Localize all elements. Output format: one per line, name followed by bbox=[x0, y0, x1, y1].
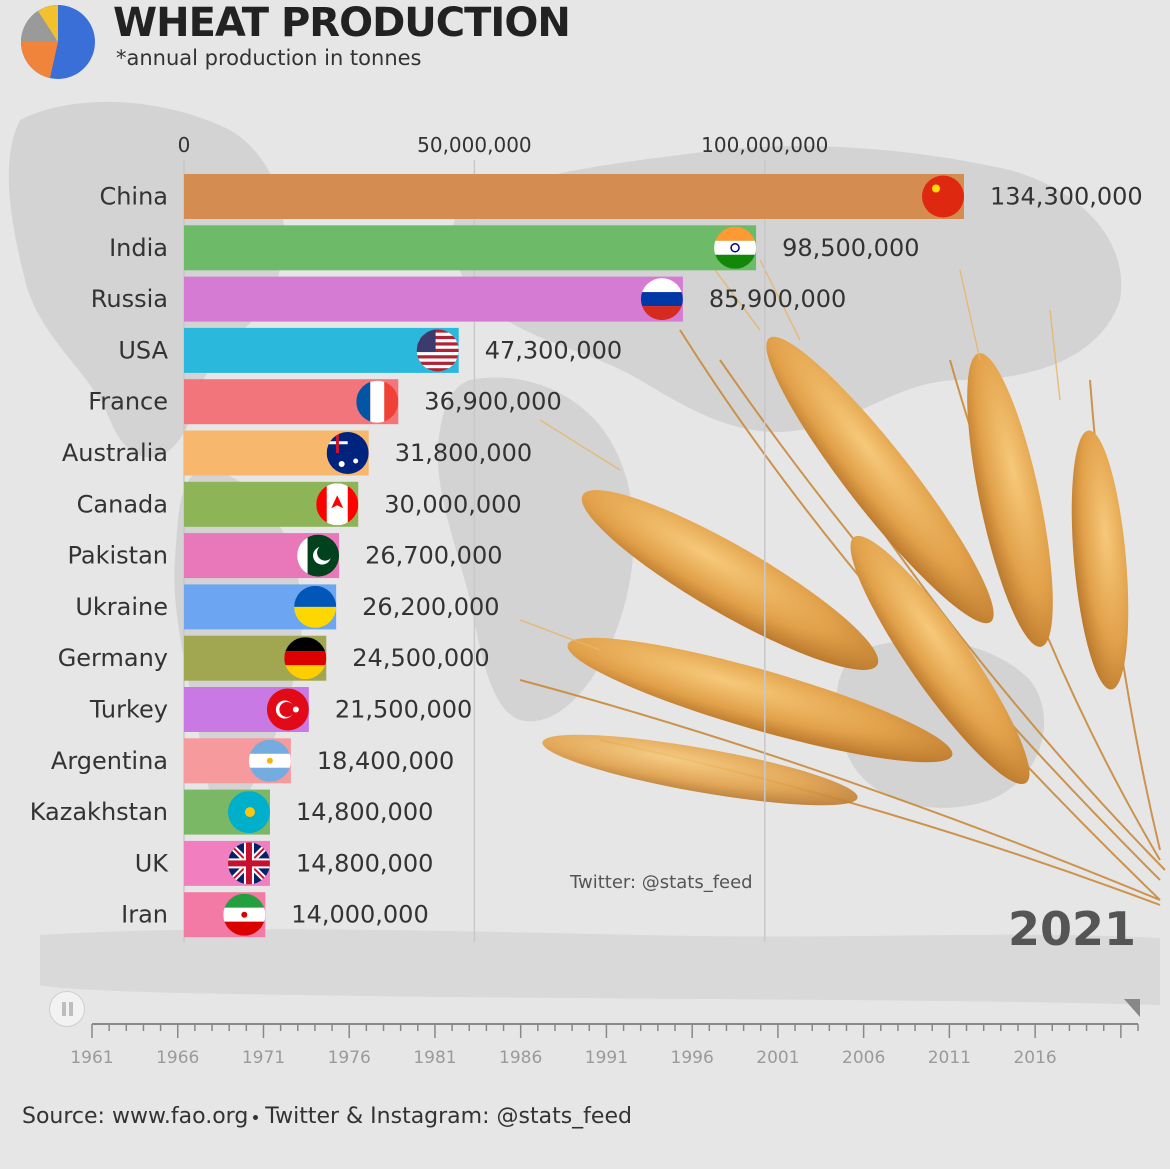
bar-group-canada: Canada 30,000,000 bbox=[77, 481, 522, 527]
argentina-flag-icon bbox=[248, 739, 291, 782]
pie-logo-icon bbox=[21, 5, 95, 79]
timeline-tick-label: 1971 bbox=[242, 1048, 285, 1068]
category-label: Germany bbox=[58, 644, 168, 672]
bar-group-russia: Russia 85,900,000 bbox=[91, 276, 846, 322]
bar-group-germany: Germany 24,500,000 bbox=[58, 635, 490, 681]
value-label: 18,400,000 bbox=[317, 747, 454, 775]
category-label: Pakistan bbox=[68, 542, 169, 570]
category-label: Kazakhstan bbox=[30, 798, 168, 826]
timeline-handle[interactable] bbox=[1124, 999, 1140, 1017]
uk-flag-icon bbox=[227, 842, 270, 885]
russia-flag-icon bbox=[640, 278, 683, 321]
x-tick-label: 50,000,000 bbox=[417, 133, 532, 157]
timeline-tick-label: 1961 bbox=[70, 1048, 113, 1068]
category-label: USA bbox=[118, 336, 168, 364]
bar-group-pakistan: Pakistan 26,700,000 bbox=[68, 533, 502, 579]
timeline-tick-label: 2001 bbox=[756, 1048, 799, 1068]
source-text: Source: www.fao.org bbox=[22, 1104, 249, 1129]
category-label: Canada bbox=[77, 490, 168, 518]
value-label: 30,000,000 bbox=[384, 490, 521, 518]
timeline-tick-label: 1986 bbox=[499, 1048, 542, 1068]
value-label: 98,500,000 bbox=[782, 234, 919, 262]
timeline-tick-label: 1976 bbox=[328, 1048, 371, 1068]
bar-group-iran: Iran 14,000,000 bbox=[121, 892, 429, 938]
source-footer: Source: www.fao.org Twitter & Instagram: … bbox=[22, 1104, 632, 1129]
value-label: 85,900,000 bbox=[709, 285, 846, 313]
timeline-tick-label: 1966 bbox=[156, 1048, 199, 1068]
bar bbox=[184, 327, 459, 373]
twitter-watermark: Twitter: @stats_feed bbox=[570, 872, 753, 893]
value-label: 14,000,000 bbox=[291, 901, 428, 929]
chart-title: WHEAT PRODUCTION bbox=[113, 0, 571, 46]
x-tick-label: 0 bbox=[178, 133, 191, 157]
value-label: 14,800,000 bbox=[296, 798, 433, 826]
france-flag-icon bbox=[356, 380, 399, 423]
bar-group-uk: UK 14,800,000 bbox=[135, 840, 433, 886]
kazakhstan-flag-icon bbox=[227, 791, 270, 834]
category-label: Argentina bbox=[51, 747, 168, 775]
value-label: 31,800,000 bbox=[395, 439, 532, 467]
timeline-tick-label: 2006 bbox=[842, 1048, 885, 1068]
value-label: 36,900,000 bbox=[424, 388, 561, 416]
timeline-tick-label: 1981 bbox=[413, 1048, 456, 1068]
canada-flag-icon bbox=[316, 483, 359, 526]
social-text: Twitter & Instagram: @stats_feed bbox=[265, 1104, 632, 1129]
value-label: 21,500,000 bbox=[335, 696, 472, 724]
category-label: Russia bbox=[91, 285, 168, 313]
germany-flag-icon bbox=[284, 637, 327, 680]
category-label: France bbox=[88, 388, 168, 416]
value-label: 24,500,000 bbox=[352, 644, 489, 672]
bar-group-india: India 98,500,000 bbox=[109, 225, 919, 271]
timeline-slider[interactable]: 1961 1966 1971 1976 1981 1986 1991 1996 2001 2006… bbox=[70, 1023, 1139, 1068]
x-tick-label: 100,000,000 bbox=[701, 133, 828, 157]
bar-group-argentina: Argentina 18,400,000 bbox=[51, 738, 454, 784]
bar-group-kazakhstan: Kazakhstan 14,800,000 bbox=[30, 789, 433, 835]
wheat-illustration bbox=[519, 249, 1166, 906]
timeline-tick-label: 1996 bbox=[671, 1048, 714, 1068]
category-label: UK bbox=[135, 849, 170, 877]
bar-group-ukraine: Ukraine 26,200,000 bbox=[75, 584, 500, 630]
value-label: 47,300,000 bbox=[485, 336, 622, 364]
bar-group-turkey: Turkey 21,500,000 bbox=[89, 687, 472, 732]
bar bbox=[184, 174, 964, 219]
year-label: 2021 bbox=[1007, 902, 1136, 956]
pause-button[interactable] bbox=[49, 991, 85, 1027]
india-flag-icon bbox=[714, 226, 757, 269]
timeline-tick-label: 2011 bbox=[928, 1048, 971, 1068]
iran-flag-icon bbox=[223, 893, 266, 936]
bar-group-australia: Australia 31,800,000 bbox=[62, 430, 532, 476]
separator-dot bbox=[253, 1114, 259, 1120]
category-label: Turkey bbox=[89, 696, 168, 724]
category-label: China bbox=[99, 183, 168, 211]
value-label: 134,300,000 bbox=[990, 183, 1143, 211]
value-label: 26,700,000 bbox=[365, 542, 502, 570]
category-label: Ukraine bbox=[75, 593, 168, 621]
value-label: 26,200,000 bbox=[362, 593, 499, 621]
timeline-tick-label: 2016 bbox=[1013, 1048, 1056, 1068]
bar-group-france: France 36,900,000 bbox=[88, 379, 562, 425]
chart-subtitle: *annual production in tonnes bbox=[116, 46, 422, 70]
value-label: 14,800,000 bbox=[296, 849, 433, 877]
ukraine-flag-icon bbox=[294, 585, 337, 628]
bar bbox=[184, 276, 683, 322]
china-flag-icon bbox=[922, 175, 964, 218]
australia-flag-icon bbox=[326, 432, 369, 474]
category-label: India bbox=[109, 234, 168, 262]
pakistan-flag-icon bbox=[297, 534, 340, 577]
bar bbox=[184, 225, 757, 271]
bar-group-china: China 134,300,000 bbox=[99, 174, 1143, 219]
timeline-tick-label: 1991 bbox=[585, 1048, 628, 1068]
category-label: Iran bbox=[121, 901, 168, 929]
turkey-flag-icon bbox=[266, 688, 309, 731]
category-label: Australia bbox=[62, 439, 168, 467]
bar-group-usa: USA 47,300,000 bbox=[118, 327, 622, 373]
